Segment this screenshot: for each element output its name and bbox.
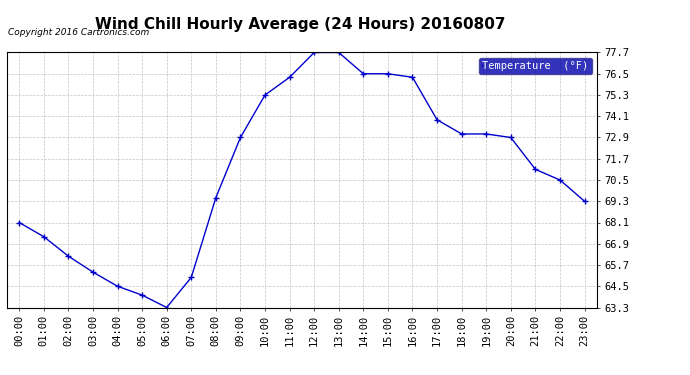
Text: Copyright 2016 Cartronics.com: Copyright 2016 Cartronics.com [8, 28, 150, 37]
Legend: Temperature  (°F): Temperature (°F) [479, 58, 591, 74]
Text: Wind Chill Hourly Average (24 Hours) 20160807: Wind Chill Hourly Average (24 Hours) 201… [95, 17, 505, 32]
